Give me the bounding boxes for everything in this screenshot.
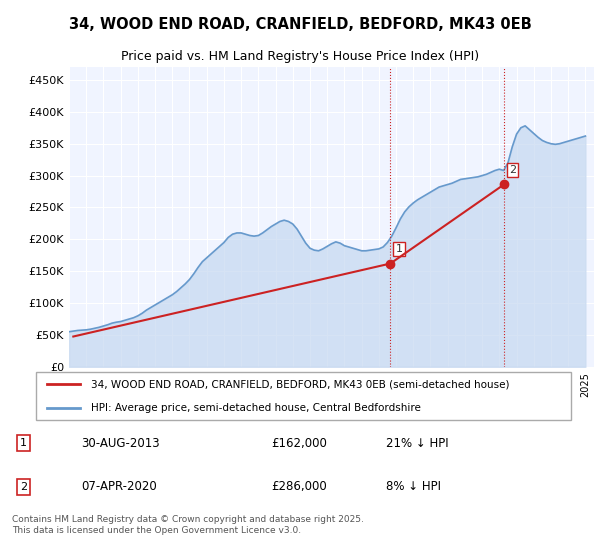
Text: Price paid vs. HM Land Registry's House Price Index (HPI): Price paid vs. HM Land Registry's House … [121, 50, 479, 63]
Text: 34, WOOD END ROAD, CRANFIELD, BEDFORD, MK43 0EB: 34, WOOD END ROAD, CRANFIELD, BEDFORD, M… [68, 17, 532, 32]
Text: £286,000: £286,000 [271, 480, 327, 493]
Text: 34, WOOD END ROAD, CRANFIELD, BEDFORD, MK43 0EB (semi-detached house): 34, WOOD END ROAD, CRANFIELD, BEDFORD, M… [91, 380, 509, 390]
Text: 1: 1 [20, 438, 27, 448]
Text: 30-AUG-2013: 30-AUG-2013 [81, 436, 160, 450]
Text: 2: 2 [20, 482, 27, 492]
FancyBboxPatch shape [35, 372, 571, 420]
Text: Contains HM Land Registry data © Crown copyright and database right 2025.
This d: Contains HM Land Registry data © Crown c… [12, 515, 364, 535]
Text: 1: 1 [395, 244, 403, 254]
Text: £162,000: £162,000 [271, 436, 327, 450]
Text: HPI: Average price, semi-detached house, Central Bedfordshire: HPI: Average price, semi-detached house,… [91, 403, 421, 413]
Text: 8% ↓ HPI: 8% ↓ HPI [386, 480, 442, 493]
Text: 07-APR-2020: 07-APR-2020 [81, 480, 157, 493]
Text: 21% ↓ HPI: 21% ↓ HPI [386, 436, 449, 450]
Text: 2: 2 [509, 165, 516, 175]
